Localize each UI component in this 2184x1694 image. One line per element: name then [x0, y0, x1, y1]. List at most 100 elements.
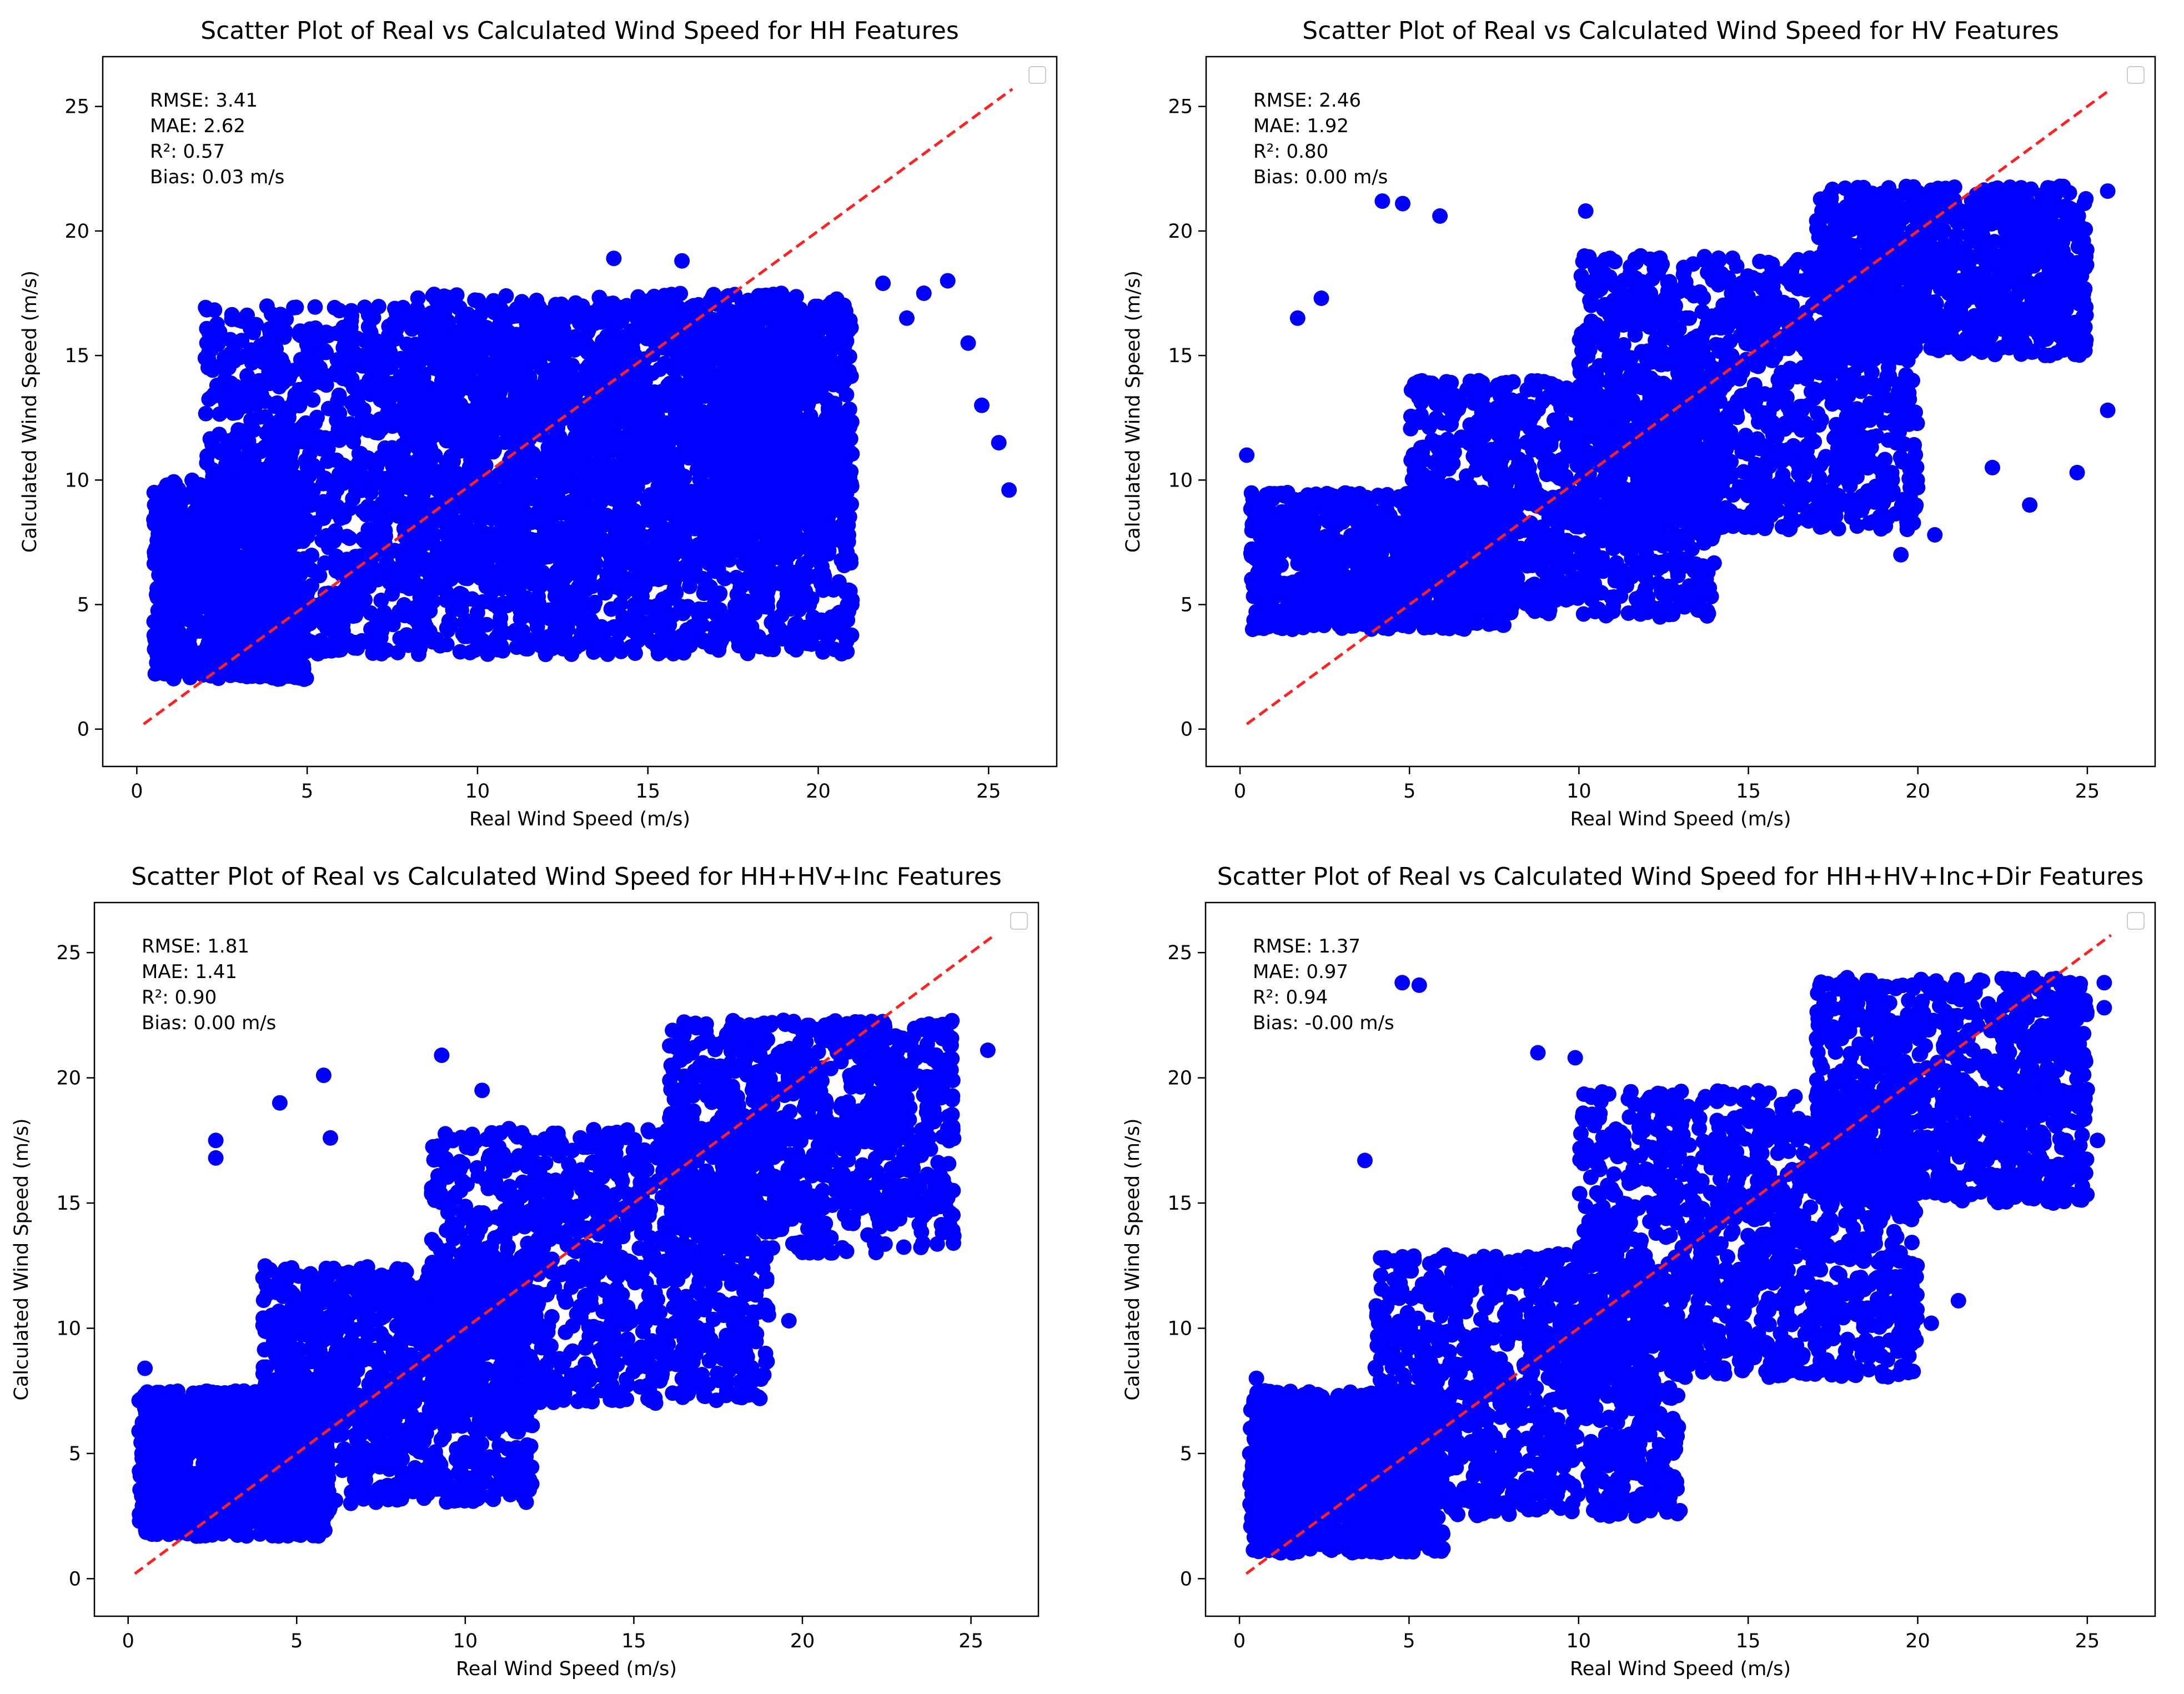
scatter-point [402, 568, 418, 584]
scatter-point [324, 478, 340, 494]
scatter-point [491, 627, 507, 643]
scatter-point [635, 627, 651, 643]
scatter-point [354, 405, 370, 422]
scatter-point [656, 520, 672, 537]
scatter-point [646, 543, 662, 559]
scatter-point [200, 530, 217, 546]
scatter-point [691, 318, 707, 334]
scatter-point [529, 292, 545, 308]
scatter-point [234, 532, 250, 548]
scatter-point [213, 508, 229, 524]
scatter-point [218, 457, 234, 473]
scatter-point [406, 410, 421, 427]
scatter-point [335, 340, 352, 356]
scatter-point [214, 522, 230, 538]
scatter-point [583, 474, 599, 489]
scatter-point [162, 652, 178, 668]
scatter-point [257, 409, 273, 425]
scatter-point [799, 635, 815, 651]
scatter-point [227, 404, 243, 420]
scatter-point [797, 583, 814, 599]
scatter-point [708, 588, 724, 604]
scatter-point [268, 459, 284, 475]
scatter-point [717, 570, 733, 587]
scatter-point [647, 402, 663, 418]
scatter-point [312, 568, 328, 584]
scatter-point [351, 383, 367, 399]
scatter-point [627, 348, 643, 364]
scatter-point [264, 359, 280, 375]
scatter-point [260, 537, 276, 553]
scatter-point [384, 586, 400, 602]
scatter-point [246, 349, 262, 364]
scatter-point [181, 631, 197, 647]
scatter-point [439, 620, 455, 636]
scatter-point [498, 288, 514, 304]
scatter-point [286, 299, 302, 315]
scatter-point [198, 565, 214, 581]
scatter-point [213, 553, 229, 569]
scatter-point [507, 460, 523, 476]
scatter-point [513, 610, 529, 627]
scatter-point [258, 642, 274, 658]
scatter-point [150, 603, 166, 619]
scatter-point [423, 523, 439, 539]
scatter-point [686, 298, 701, 314]
scatter-point [368, 632, 384, 648]
scatter-point [694, 404, 710, 420]
scatter-point [279, 615, 295, 631]
scatter-point [700, 483, 716, 499]
scatter-point [329, 499, 345, 515]
scatter-point [342, 326, 358, 342]
scatter-point [475, 594, 491, 610]
scatter-point [473, 618, 489, 634]
scatter-point [476, 423, 493, 439]
scatter-point [183, 507, 199, 523]
scatter-point [548, 625, 564, 641]
scatter-point [795, 557, 811, 573]
scatter-point [630, 289, 646, 305]
scatter-point [619, 298, 635, 314]
scatter-point [332, 303, 348, 319]
scatter-point [254, 509, 270, 525]
scatter-point [511, 582, 527, 598]
scatter-point [257, 372, 273, 388]
scatter-point [440, 347, 456, 363]
scatter-point [342, 416, 358, 432]
scatter-point [409, 608, 425, 624]
scatter-point [627, 613, 643, 629]
scatter-point [364, 503, 380, 519]
scatter-point [551, 305, 568, 321]
scatter-point [275, 581, 292, 597]
scatter-point [531, 595, 547, 612]
scatter-point [740, 572, 756, 588]
scatter-point [193, 517, 209, 533]
scatter-point [526, 568, 541, 584]
scatter-point [607, 399, 622, 415]
scatter-point [527, 555, 543, 572]
scatter-point [187, 577, 203, 593]
scatter-point [691, 601, 707, 617]
scatter-point [238, 517, 254, 532]
scatter-point [465, 375, 481, 392]
scatter-point [500, 356, 515, 372]
scatter-point [146, 484, 162, 500]
scatter-point [654, 416, 670, 432]
scatter-point [456, 628, 473, 644]
scatter-point [797, 619, 814, 635]
scatter-point [612, 573, 628, 589]
scatter-point [381, 397, 397, 413]
scatter-point [487, 502, 503, 518]
scatter-point [263, 330, 279, 347]
scatter-point [155, 535, 172, 552]
scatter-point [360, 422, 376, 438]
scatter-point [383, 359, 399, 375]
scatter-point [541, 549, 557, 565]
scatter-point [300, 350, 317, 365]
scatter-point [372, 411, 388, 427]
scatter-point [147, 641, 163, 658]
scatter-point [458, 412, 474, 428]
scatter-point [558, 556, 574, 572]
scatter-point [302, 467, 318, 483]
scatter-point [364, 528, 380, 544]
